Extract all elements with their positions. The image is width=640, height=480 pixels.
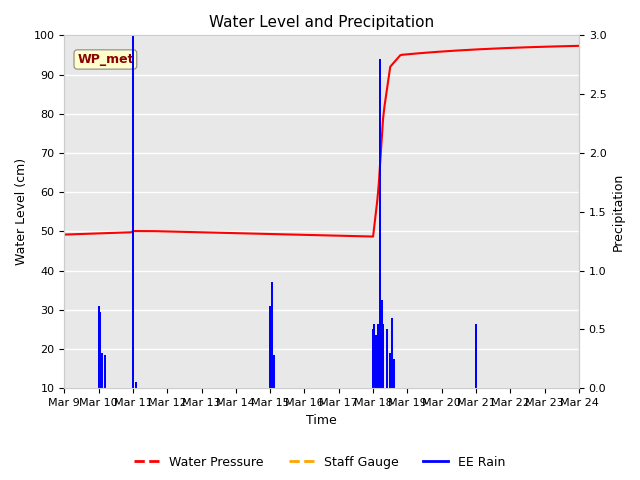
Bar	[393, 359, 395, 388]
Bar	[381, 300, 383, 388]
Bar	[391, 318, 393, 388]
Bar	[372, 329, 374, 388]
Bar	[377, 324, 380, 388]
Y-axis label: Precipitation: Precipitation	[612, 173, 625, 251]
X-axis label: Time: Time	[307, 414, 337, 427]
Title: Water Level and Precipitation: Water Level and Precipitation	[209, 15, 434, 30]
Bar	[101, 353, 103, 388]
Bar	[132, 36, 134, 388]
Bar	[379, 59, 381, 388]
Bar	[269, 306, 271, 388]
Bar	[475, 324, 477, 388]
Text: WP_met: WP_met	[77, 53, 134, 66]
Legend: Water Pressure, Staff Gauge, EE Rain: Water Pressure, Staff Gauge, EE Rain	[129, 451, 511, 474]
Bar	[97, 306, 100, 388]
Bar	[104, 355, 106, 388]
Bar	[273, 355, 275, 388]
Bar	[376, 341, 378, 388]
Bar	[382, 324, 385, 388]
Bar	[135, 383, 138, 388]
Bar	[271, 282, 273, 388]
Bar	[373, 324, 375, 388]
Bar	[389, 353, 391, 388]
Bar	[375, 336, 377, 388]
Bar	[374, 336, 376, 388]
Bar	[386, 329, 388, 388]
Y-axis label: Water Level (cm): Water Level (cm)	[15, 158, 28, 265]
Bar	[99, 312, 101, 388]
